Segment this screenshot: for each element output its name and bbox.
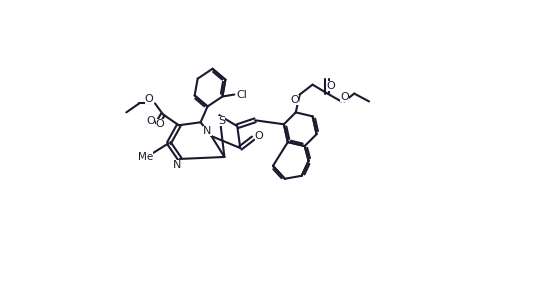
Text: O: O [326, 80, 335, 91]
Text: O: O [340, 91, 349, 102]
Text: O: O [145, 95, 153, 104]
Text: O: O [255, 131, 264, 141]
Text: O: O [147, 116, 155, 126]
Text: S: S [218, 116, 225, 126]
Text: O: O [291, 95, 299, 106]
Text: Me: Me [138, 152, 153, 162]
Text: N: N [203, 126, 212, 136]
Text: O: O [155, 119, 165, 129]
Text: Cl: Cl [237, 90, 248, 99]
Text: N: N [173, 160, 181, 170]
